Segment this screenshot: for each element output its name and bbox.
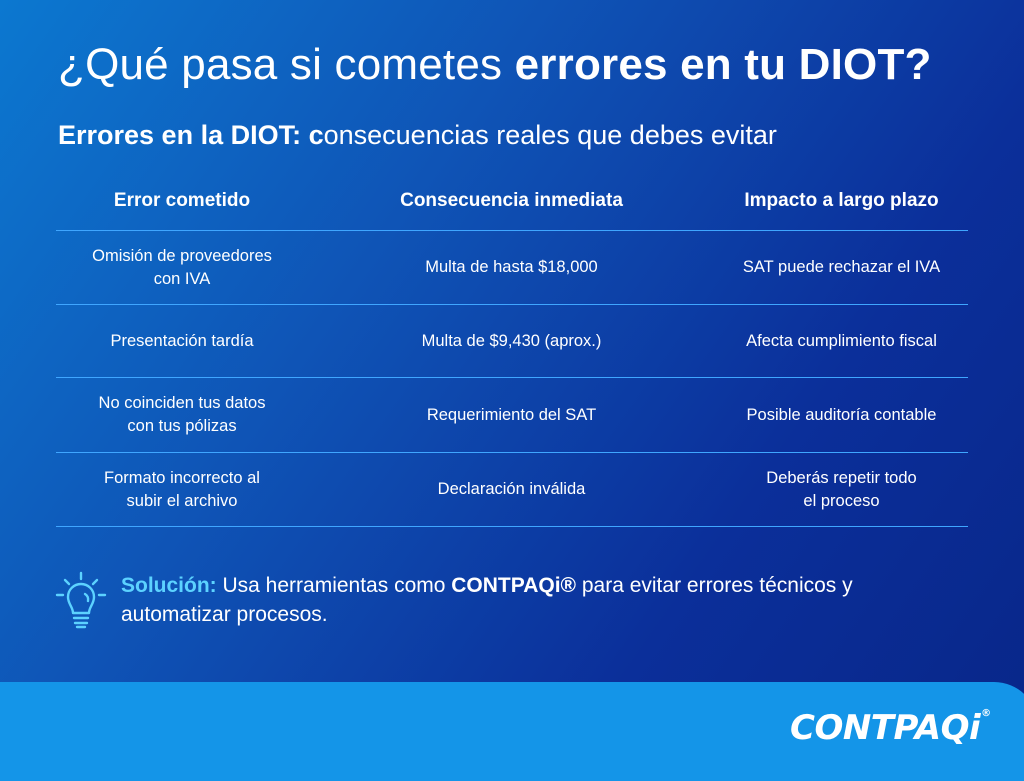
column-header-impact: Impacto a largo plazo	[744, 190, 939, 211]
column-header-error: Error cometido	[113, 190, 251, 211]
page-title: ¿Qué pasa si cometes errores en tu DIOT?	[58, 40, 932, 90]
cell-line: Formato incorrecto al	[104, 468, 260, 487]
lightbulb-icon	[55, 571, 107, 629]
table-row: No coinciden tus datos con tus pólizas R…	[56, 378, 968, 453]
solution-text: Solución: Usa herramientas como CONTPAQi…	[121, 571, 941, 629]
cell-impact: Afecta cumplimiento fiscal	[715, 330, 968, 353]
cell-line: Presentación tardía	[110, 331, 254, 350]
solution-brand: CONTPAQi®	[451, 574, 577, 597]
subtitle-regular-text: onsecuencias reales que debes evitar	[323, 120, 777, 150]
brand-logo: CONTPAQi®	[790, 708, 1020, 752]
cell-line: Declaración inválida	[437, 480, 586, 498]
column-header-consequence: Consecuencia inmediata	[400, 190, 623, 211]
cell-line: Deberás repetir todo	[766, 468, 917, 487]
solution-text-after: para evitar errores técnicos y automatiz…	[121, 574, 853, 626]
logo-registered-mark: ®	[981, 708, 991, 719]
table-row: Presentación tardía Multa de $9,430 (apr…	[56, 305, 968, 378]
solution-text-before: Usa herramientas como	[216, 574, 452, 597]
cell-error: Omisión de proveedores con IVA	[56, 245, 308, 291]
cell-line: Multa de hasta $18,000	[425, 258, 598, 276]
cell-line: Omisión de proveedores	[92, 246, 272, 265]
solution-label: Solución:	[121, 574, 217, 597]
table-header-row: Error cometido Consecuencia inmediata Im…	[56, 172, 968, 231]
footer-band	[0, 682, 1024, 781]
table-row: Omisión de proveedores con IVA Multa de …	[56, 231, 968, 305]
cell-consequence: Multa de hasta $18,000	[308, 256, 715, 279]
cell-line: Requerimiento del SAT	[426, 405, 597, 424]
errors-table: Error cometido Consecuencia inmediata Im…	[56, 172, 968, 527]
table-row: Formato incorrecto al subir el archivo D…	[56, 453, 968, 527]
cell-line: con tus pólizas	[127, 417, 237, 435]
cell-line: el proceso	[803, 491, 880, 510]
cell-line: Posible auditoría contable	[746, 405, 937, 424]
cell-line: Afecta cumplimiento fiscal	[746, 331, 937, 350]
cell-consequence: Declaración inválida	[308, 478, 715, 501]
title-bold-text: errores en tu DIOT?	[514, 40, 932, 89]
logo-wordmark: CONTPAQi	[790, 708, 981, 748]
cell-consequence: Requerimiento del SAT	[308, 404, 715, 427]
title-regular-text: ¿Qué pasa si cometes	[58, 40, 515, 89]
cell-error: Presentación tardía	[56, 330, 308, 353]
cell-line: Multa de $9,430 (aprox.)	[421, 331, 602, 350]
cell-line: No coinciden tus datos	[98, 394, 266, 412]
cell-impact: Posible auditoría contable	[715, 404, 968, 427]
page-subtitle: Errores en la DIOT: consecuencias reales…	[58, 120, 777, 151]
cell-line: subir el archivo	[126, 491, 238, 510]
cell-line: con IVA	[153, 269, 211, 288]
cell-line: SAT puede rechazar el IVA	[742, 258, 941, 276]
subtitle-bold-text: Errores en la DIOT: c	[58, 120, 324, 150]
cell-error: Formato incorrecto al subir el archivo	[56, 467, 308, 513]
cell-impact: Deberás repetir todo el proceso	[715, 467, 968, 513]
cell-impact: SAT puede rechazar el IVA	[715, 256, 968, 279]
cell-error: No coinciden tus datos con tus pólizas	[56, 392, 308, 438]
cell-consequence: Multa de $9,430 (aprox.)	[308, 330, 715, 353]
